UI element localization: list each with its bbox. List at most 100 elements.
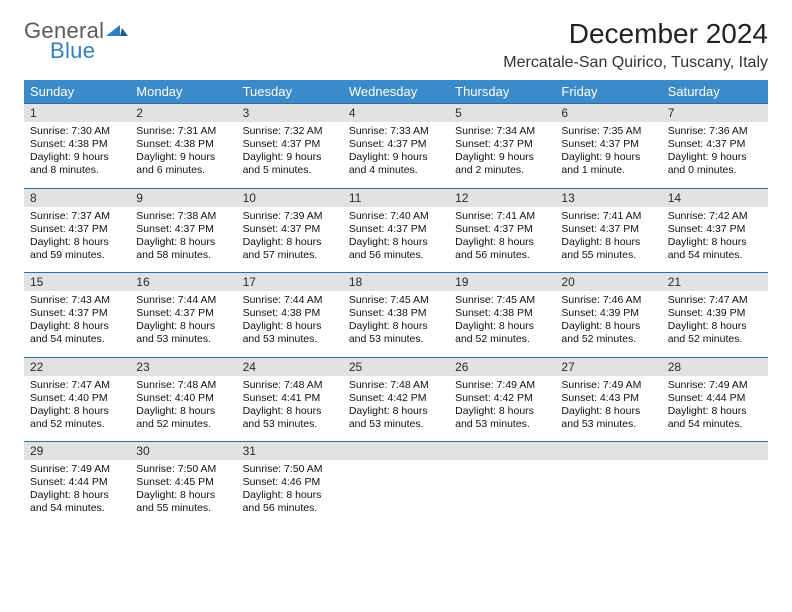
day-number: 9: [130, 189, 236, 207]
daylight-line: Daylight: 8 hours and 57 minutes.: [243, 236, 337, 262]
sunrise-line: Sunrise: 7:35 AM: [561, 125, 655, 138]
day-cell: Sunrise: 7:33 AMSunset: 4:37 PMDaylight:…: [343, 122, 449, 184]
day-cell: Sunrise: 7:35 AMSunset: 4:37 PMDaylight:…: [555, 122, 661, 184]
day-cell: Sunrise: 7:47 AMSunset: 4:40 PMDaylight:…: [24, 376, 130, 438]
sunrise-line: Sunrise: 7:31 AM: [136, 125, 230, 138]
sunset-line: Sunset: 4:37 PM: [455, 138, 549, 151]
week-daynum-row: 15161718192021: [24, 272, 768, 291]
daylight-line: Daylight: 8 hours and 52 minutes.: [30, 405, 124, 431]
day-number: [662, 442, 768, 460]
day-number: 11: [343, 189, 449, 207]
day-of-week-header: SundayMondayTuesdayWednesdayThursdayFrid…: [24, 80, 768, 103]
day-cell: [343, 460, 449, 522]
day-number: 20: [555, 273, 661, 291]
day-number: 12: [449, 189, 555, 207]
daylight-line: Daylight: 8 hours and 53 minutes.: [349, 320, 443, 346]
dow-cell: Monday: [130, 80, 236, 103]
sunset-line: Sunset: 4:37 PM: [668, 138, 762, 151]
sunrise-line: Sunrise: 7:45 AM: [349, 294, 443, 307]
sunrise-line: Sunrise: 7:38 AM: [136, 210, 230, 223]
sunrise-line: Sunrise: 7:49 AM: [561, 379, 655, 392]
day-cell: Sunrise: 7:44 AMSunset: 4:37 PMDaylight:…: [130, 291, 236, 353]
day-number: 8: [24, 189, 130, 207]
day-cell: Sunrise: 7:49 AMSunset: 4:43 PMDaylight:…: [555, 376, 661, 438]
day-cell: Sunrise: 7:31 AMSunset: 4:38 PMDaylight:…: [130, 122, 236, 184]
week-body-row: Sunrise: 7:30 AMSunset: 4:38 PMDaylight:…: [24, 122, 768, 184]
sunset-line: Sunset: 4:37 PM: [136, 223, 230, 236]
daylight-line: Daylight: 8 hours and 53 minutes.: [349, 405, 443, 431]
dow-cell: Tuesday: [237, 80, 343, 103]
sunrise-line: Sunrise: 7:32 AM: [243, 125, 337, 138]
day-number: 28: [662, 358, 768, 376]
daylight-line: Daylight: 8 hours and 54 minutes.: [30, 489, 124, 515]
week-body-row: Sunrise: 7:43 AMSunset: 4:37 PMDaylight:…: [24, 291, 768, 353]
day-cell: Sunrise: 7:49 AMSunset: 4:44 PMDaylight:…: [662, 376, 768, 438]
sunrise-line: Sunrise: 7:37 AM: [30, 210, 124, 223]
daylight-line: Daylight: 9 hours and 8 minutes.: [30, 151, 124, 177]
daylight-line: Daylight: 9 hours and 4 minutes.: [349, 151, 443, 177]
day-number: 21: [662, 273, 768, 291]
header: General Blue December 2024 Mercatale-San…: [24, 18, 768, 72]
sunset-line: Sunset: 4:37 PM: [668, 223, 762, 236]
sunset-line: Sunset: 4:43 PM: [561, 392, 655, 405]
sunrise-line: Sunrise: 7:34 AM: [455, 125, 549, 138]
daylight-line: Daylight: 8 hours and 56 minutes.: [455, 236, 549, 262]
day-number: 13: [555, 189, 661, 207]
day-cell: Sunrise: 7:48 AMSunset: 4:41 PMDaylight:…: [237, 376, 343, 438]
day-number: [555, 442, 661, 460]
logo: General Blue: [24, 18, 128, 62]
day-cell: Sunrise: 7:39 AMSunset: 4:37 PMDaylight:…: [237, 207, 343, 269]
day-number: 30: [130, 442, 236, 460]
sunrise-line: Sunrise: 7:46 AM: [561, 294, 655, 307]
dow-cell: Thursday: [449, 80, 555, 103]
day-cell: Sunrise: 7:43 AMSunset: 4:37 PMDaylight:…: [24, 291, 130, 353]
location-subtitle: Mercatale-San Quirico, Tuscany, Italy: [503, 54, 768, 72]
sunset-line: Sunset: 4:37 PM: [349, 223, 443, 236]
sunset-line: Sunset: 4:37 PM: [243, 138, 337, 151]
day-number: 16: [130, 273, 236, 291]
sunrise-line: Sunrise: 7:43 AM: [30, 294, 124, 307]
sunset-line: Sunset: 4:44 PM: [30, 476, 124, 489]
day-number: 15: [24, 273, 130, 291]
week-body-row: Sunrise: 7:37 AMSunset: 4:37 PMDaylight:…: [24, 207, 768, 269]
day-cell: Sunrise: 7:32 AMSunset: 4:37 PMDaylight:…: [237, 122, 343, 184]
day-cell: Sunrise: 7:44 AMSunset: 4:38 PMDaylight:…: [237, 291, 343, 353]
sunset-line: Sunset: 4:39 PM: [668, 307, 762, 320]
daylight-line: Daylight: 8 hours and 54 minutes.: [668, 405, 762, 431]
sunset-line: Sunset: 4:38 PM: [243, 307, 337, 320]
day-number: 26: [449, 358, 555, 376]
daylight-line: Daylight: 8 hours and 56 minutes.: [243, 489, 337, 515]
dow-cell: Saturday: [662, 80, 768, 103]
daylight-line: Daylight: 8 hours and 53 minutes.: [136, 320, 230, 346]
sunrise-line: Sunrise: 7:30 AM: [30, 125, 124, 138]
day-number: 6: [555, 104, 661, 122]
week-body-row: Sunrise: 7:49 AMSunset: 4:44 PMDaylight:…: [24, 460, 768, 522]
sunrise-line: Sunrise: 7:48 AM: [349, 379, 443, 392]
day-cell: Sunrise: 7:34 AMSunset: 4:37 PMDaylight:…: [449, 122, 555, 184]
day-number: 10: [237, 189, 343, 207]
sunrise-line: Sunrise: 7:48 AM: [243, 379, 337, 392]
sunrise-line: Sunrise: 7:47 AM: [30, 379, 124, 392]
week-daynum-row: 891011121314: [24, 188, 768, 207]
daylight-line: Daylight: 9 hours and 5 minutes.: [243, 151, 337, 177]
sunset-line: Sunset: 4:37 PM: [243, 223, 337, 236]
daylight-line: Daylight: 9 hours and 0 minutes.: [668, 151, 762, 177]
day-number: 3: [237, 104, 343, 122]
day-number: 14: [662, 189, 768, 207]
sunrise-line: Sunrise: 7:42 AM: [668, 210, 762, 223]
day-cell: Sunrise: 7:40 AMSunset: 4:37 PMDaylight:…: [343, 207, 449, 269]
day-cell: Sunrise: 7:48 AMSunset: 4:40 PMDaylight:…: [130, 376, 236, 438]
week-daynum-row: 1234567: [24, 103, 768, 122]
sunset-line: Sunset: 4:37 PM: [30, 223, 124, 236]
daylight-line: Daylight: 9 hours and 6 minutes.: [136, 151, 230, 177]
day-number: 7: [662, 104, 768, 122]
sunset-line: Sunset: 4:38 PM: [30, 138, 124, 151]
day-number: 2: [130, 104, 236, 122]
week-body-row: Sunrise: 7:47 AMSunset: 4:40 PMDaylight:…: [24, 376, 768, 438]
day-cell: Sunrise: 7:38 AMSunset: 4:37 PMDaylight:…: [130, 207, 236, 269]
sunset-line: Sunset: 4:37 PM: [349, 138, 443, 151]
day-cell: Sunrise: 7:49 AMSunset: 4:44 PMDaylight:…: [24, 460, 130, 522]
sunset-line: Sunset: 4:39 PM: [561, 307, 655, 320]
sunrise-line: Sunrise: 7:45 AM: [455, 294, 549, 307]
daylight-line: Daylight: 9 hours and 1 minute.: [561, 151, 655, 177]
